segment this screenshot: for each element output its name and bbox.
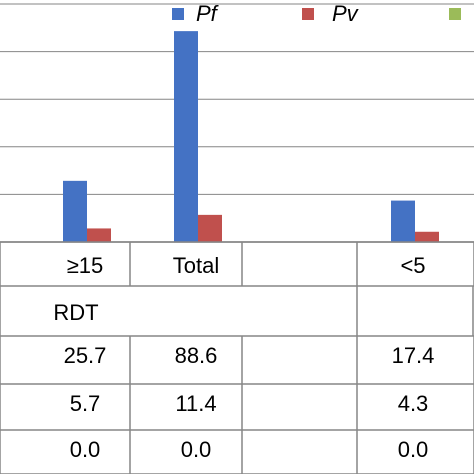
data-table-cell: 5.7 (69, 391, 101, 416)
legend-label-pv: Pv (332, 1, 358, 26)
category-label: Total (172, 253, 220, 278)
data-table-cell: 0.0 (397, 437, 429, 462)
data-table-cell: 88.6 (174, 343, 218, 368)
legend-swatch-pv (302, 8, 314, 20)
data-table-cell: 25.7 (63, 343, 107, 368)
data-table-cell: 0.0 (69, 437, 101, 462)
data-table-cell: 4.3 (397, 391, 429, 416)
bar (63, 180, 87, 242)
category-label: ≥15 (66, 253, 104, 278)
legend-label-pf: Pf (196, 1, 217, 26)
data-table-cell: 11.4 (175, 391, 217, 416)
bar (198, 214, 222, 242)
legend-swatch-third (449, 8, 461, 20)
data-table-cell: 0.0 (180, 437, 212, 462)
data-table-cell: 17.4 (391, 343, 435, 368)
legend-swatch-pf (172, 8, 184, 20)
bar (174, 31, 198, 242)
bar (415, 231, 439, 242)
category-label: <5 (400, 253, 426, 278)
bar (87, 228, 111, 242)
group-label: RDT (53, 300, 99, 325)
bar (391, 200, 415, 242)
